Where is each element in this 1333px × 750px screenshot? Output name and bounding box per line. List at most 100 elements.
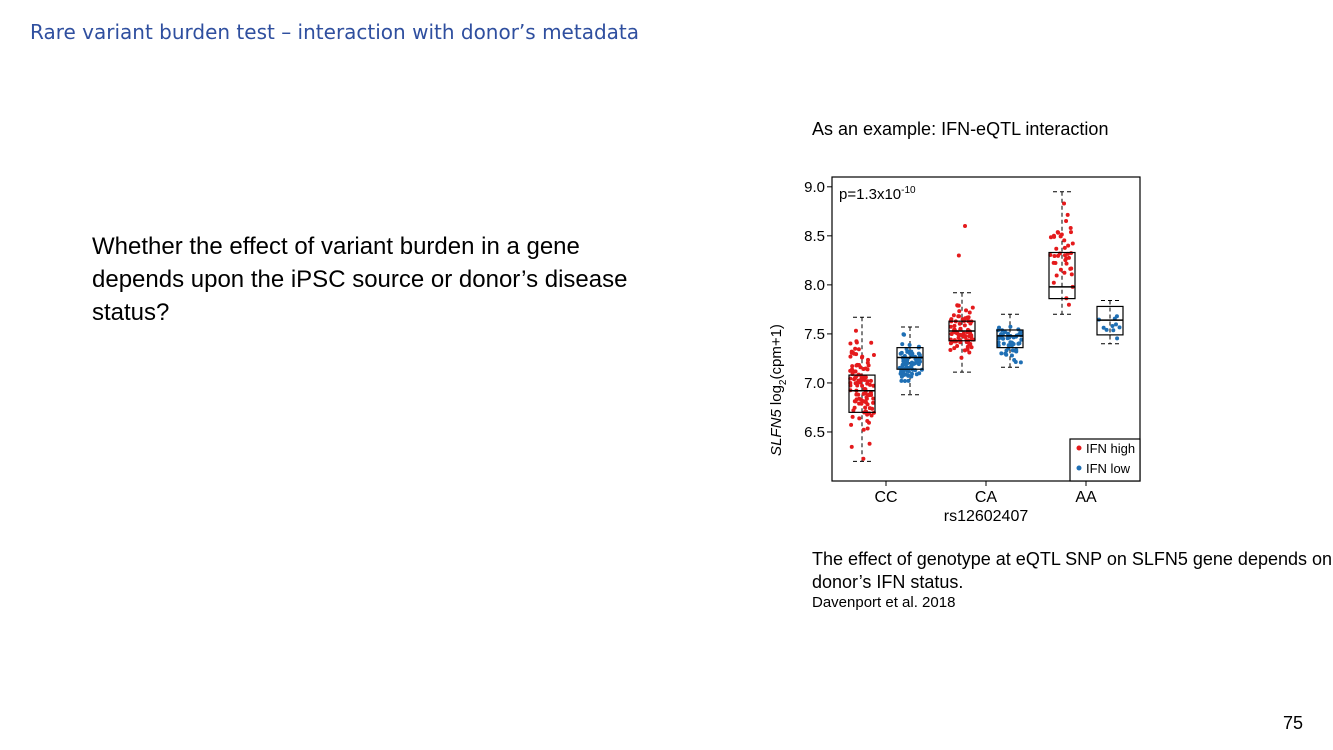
data-point <box>1070 241 1075 246</box>
x-tick-label: AA <box>1075 489 1097 506</box>
data-point <box>869 340 874 345</box>
data-point <box>957 321 962 326</box>
data-point <box>954 339 959 344</box>
legend-marker <box>1076 445 1082 451</box>
data-point <box>1052 234 1057 239</box>
y-axis-label: SLFN5 log2(cpm+1) <box>768 324 789 456</box>
data-point <box>863 366 868 371</box>
data-point <box>1104 327 1109 332</box>
data-point <box>1066 243 1071 248</box>
data-point <box>851 408 856 413</box>
example-title: As an example: IFN-eQTL interaction <box>812 119 1109 139</box>
data-point <box>859 401 864 406</box>
data-point <box>1009 341 1014 346</box>
data-point <box>1004 348 1009 353</box>
data-point <box>1054 246 1059 251</box>
data-point <box>1016 341 1021 346</box>
data-point <box>1062 253 1067 258</box>
data-point <box>910 367 915 372</box>
slide-title: Rare variant burden test – interaction w… <box>30 20 640 44</box>
data-point <box>909 374 914 379</box>
data-point <box>1114 314 1119 319</box>
data-point <box>1019 337 1024 342</box>
data-point <box>1012 348 1017 353</box>
data-point <box>1069 272 1074 277</box>
outlier-point <box>963 224 968 229</box>
data-point <box>870 406 875 411</box>
data-point <box>853 346 858 351</box>
y-axis-sub: 2 <box>778 379 789 385</box>
data-point <box>1052 254 1057 259</box>
data-point <box>902 359 907 364</box>
data-point <box>855 380 860 385</box>
data-point <box>1009 353 1014 358</box>
data-point <box>949 331 954 336</box>
data-point <box>1101 325 1106 330</box>
data-point <box>861 456 866 461</box>
data-point <box>871 396 876 401</box>
data-point <box>871 352 876 357</box>
data-point <box>868 378 873 383</box>
data-point <box>1056 253 1061 258</box>
data-point <box>906 378 911 383</box>
data-point <box>964 337 969 342</box>
page-number: 75 <box>1283 713 1304 733</box>
data-point <box>1062 201 1067 206</box>
pvalue-annotation: p=1.3x10-10 <box>839 185 916 203</box>
legend-box <box>1069 438 1141 482</box>
y-axis-log: log <box>768 385 785 409</box>
box-body <box>996 329 1024 349</box>
data-point <box>1018 360 1023 365</box>
data-point <box>1068 230 1073 235</box>
data-point <box>1005 336 1010 341</box>
legend-marker <box>1076 465 1082 471</box>
data-point <box>854 339 859 344</box>
citation: Davenport et al. 2018 <box>812 594 956 611</box>
data-point <box>948 347 953 352</box>
caption: The effect of genotype at eQTL SNP on SL… <box>812 549 1333 592</box>
data-point <box>1051 280 1056 285</box>
data-point <box>966 315 971 320</box>
data-point <box>856 362 861 367</box>
data-point <box>967 350 972 355</box>
data-point <box>1117 325 1122 330</box>
data-point <box>952 346 957 351</box>
box-body <box>896 347 924 370</box>
data-point <box>848 354 853 359</box>
data-point <box>1013 359 1018 364</box>
data-point <box>849 444 854 449</box>
data-point <box>960 317 965 322</box>
data-point <box>969 345 974 350</box>
data-point <box>1008 324 1013 329</box>
data-point <box>865 418 870 423</box>
x-tick-label: CA <box>975 489 998 506</box>
data-point <box>948 324 953 329</box>
data-point <box>965 347 970 352</box>
data-point <box>865 379 870 384</box>
box-body <box>848 374 876 413</box>
data-point <box>1062 270 1067 275</box>
data-point <box>865 402 870 407</box>
data-point <box>1016 327 1021 332</box>
data-point <box>1064 256 1069 261</box>
data-point <box>906 369 911 374</box>
data-point <box>961 331 966 336</box>
data-point <box>948 341 953 346</box>
data-point <box>964 308 969 313</box>
body-text: Whether the effect of variant burden in … <box>92 233 628 326</box>
data-point <box>864 409 869 414</box>
data-point <box>1062 238 1067 243</box>
x-axis-label: rs12602407 <box>944 508 1029 525</box>
data-point <box>867 441 872 446</box>
data-point <box>914 372 919 377</box>
data-point <box>1065 212 1070 217</box>
data-point <box>856 392 861 397</box>
plot-frame <box>831 176 1141 482</box>
x-tick-label: CC <box>874 489 897 506</box>
data-point <box>959 355 964 360</box>
data-point <box>905 361 910 366</box>
data-point <box>909 360 914 365</box>
data-point <box>866 357 871 362</box>
data-point <box>968 342 973 347</box>
data-point <box>862 378 867 383</box>
